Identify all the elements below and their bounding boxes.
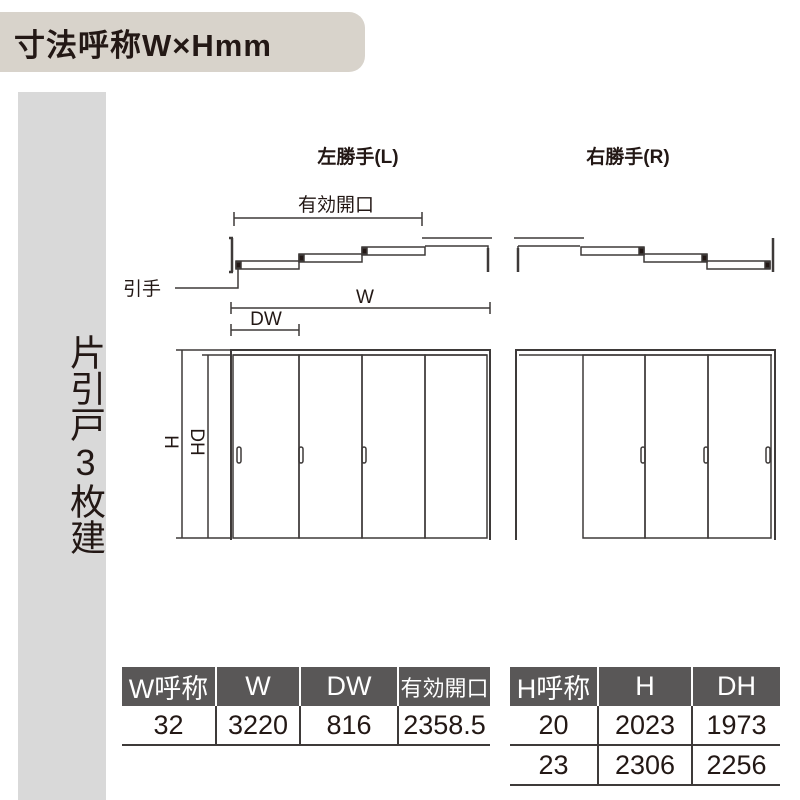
table-row: 20 2023 1973 bbox=[510, 706, 780, 746]
table-cell: 816 bbox=[299, 706, 398, 746]
left-elevation-view bbox=[230, 349, 491, 540]
side-label: 片引戸3枚建 bbox=[65, 333, 106, 555]
header-cell: W呼称 bbox=[122, 667, 216, 706]
table-cell: 2256 bbox=[691, 745, 780, 786]
table-row: 23 2306 2256 bbox=[510, 745, 780, 786]
door-diagram: 左勝手(L) 右勝手(R) 有効開口 引手 W DW H DH bbox=[123, 145, 776, 540]
w-label: W bbox=[356, 287, 374, 308]
door-handle-icon bbox=[703, 446, 709, 464]
header-cell: W bbox=[215, 667, 300, 706]
table-header-row: W呼称 W DW 有効開口 bbox=[122, 667, 490, 706]
table-cell: 2306 bbox=[597, 745, 692, 786]
table-cell: 32 bbox=[122, 706, 216, 746]
table-row: 32 3220 816 2358.5 bbox=[122, 706, 490, 746]
left-plan-view bbox=[229, 236, 492, 274]
header-cell: DW bbox=[299, 667, 398, 706]
header-cell: H呼称 bbox=[510, 667, 598, 706]
table-cell: 20 bbox=[510, 706, 598, 746]
door-handle-icon bbox=[765, 446, 771, 464]
header-cell: 有効開口 bbox=[397, 667, 490, 706]
width-table: W呼称 W DW 有効開口 32 3220 816 2358.5 bbox=[122, 667, 490, 746]
table-cell: 3220 bbox=[215, 706, 300, 746]
header-cell: DH bbox=[691, 667, 780, 706]
h-label: H bbox=[160, 435, 181, 449]
door-handle-icon bbox=[236, 446, 242, 464]
door-handle-icon bbox=[640, 446, 646, 464]
page-title: 寸法呼称W×Hmm bbox=[0, 12, 365, 72]
effective-opening-label: 有効開口 bbox=[298, 194, 374, 216]
right-elevation-view bbox=[515, 349, 776, 540]
right-plan-view bbox=[514, 237, 775, 272]
table-cell: 2023 bbox=[597, 706, 692, 746]
dimension-lines bbox=[175, 212, 491, 539]
door-handle-icon bbox=[298, 446, 304, 464]
table-cell: 1973 bbox=[691, 706, 780, 746]
table-cell: 23 bbox=[510, 745, 598, 786]
door-handle-icon bbox=[361, 446, 367, 464]
table-header-row: H呼称 H DH bbox=[510, 667, 780, 706]
side-label-panel: 片引戸3枚建 bbox=[18, 92, 106, 800]
height-table: H呼称 H DH 20 2023 1973 23 2306 2256 bbox=[510, 667, 780, 786]
table-cell: 2358.5 bbox=[397, 706, 490, 746]
pull-label: 引手 bbox=[123, 278, 161, 300]
header-cell: H bbox=[597, 667, 692, 706]
left-hand-title: 左勝手(L) bbox=[317, 145, 398, 168]
dh-label: DH bbox=[186, 428, 207, 455]
right-hand-title: 右勝手(R) bbox=[585, 145, 669, 168]
dw-label: DW bbox=[250, 309, 282, 330]
